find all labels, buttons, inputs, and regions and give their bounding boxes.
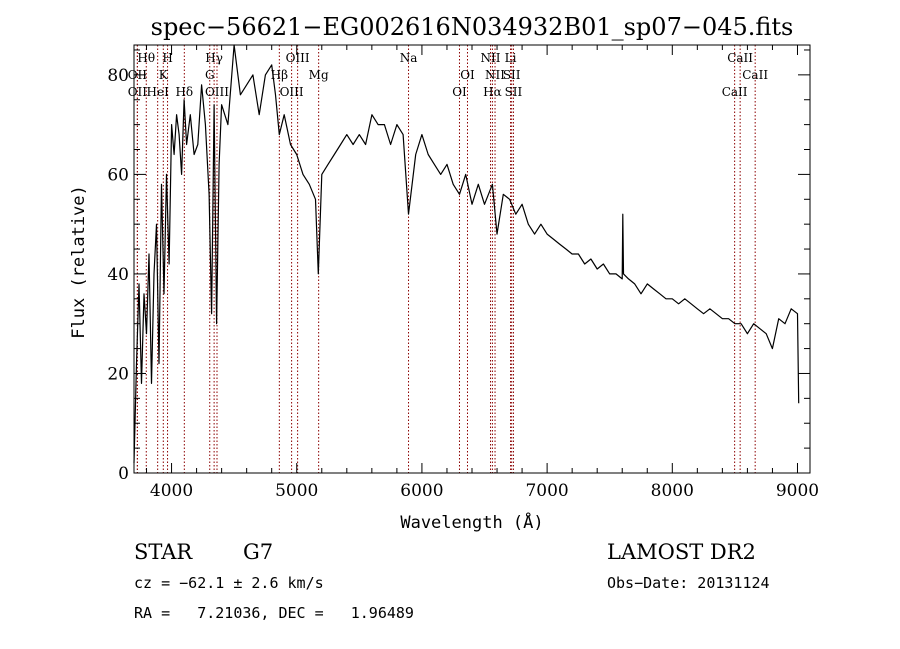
emission-line-label: Mg bbox=[309, 68, 329, 82]
x-axis-label: Wavelength (Å) bbox=[400, 511, 543, 533]
emission-line-label: Hθ bbox=[137, 51, 155, 65]
x-tick-label: 7000 bbox=[525, 481, 568, 501]
y-tick-label: 20 bbox=[107, 364, 129, 384]
emission-line-label: Hβ bbox=[271, 68, 288, 82]
spectrum-series-line bbox=[133, 44, 800, 464]
y-tick-label: 60 bbox=[107, 165, 129, 185]
chart-title: spec−56621−EG002616N034932B01_sp07−045.f… bbox=[151, 13, 794, 41]
y-tick-label: 0 bbox=[118, 464, 129, 484]
emission-line-label: OI bbox=[460, 68, 475, 82]
emission-line-label: OIII bbox=[205, 85, 229, 99]
emission-line-label: Na bbox=[400, 51, 418, 65]
emission-line-label: Hδ bbox=[175, 85, 193, 99]
sky-coordinates: RA = 7.21036, DEC = 1.96489 bbox=[134, 604, 414, 622]
x-tick-label: 9000 bbox=[776, 481, 819, 501]
emission-line-label: NII bbox=[481, 51, 501, 65]
emission-line-label: CaII bbox=[722, 85, 748, 99]
x-tick-label: 6000 bbox=[400, 481, 443, 501]
emission-line-markers bbox=[136, 45, 756, 473]
x-tick-label: 4000 bbox=[150, 481, 193, 501]
emission-line-label: HeI bbox=[147, 85, 170, 99]
observation-date: Obs−Date: 20131124 bbox=[607, 574, 770, 592]
emission-line-label: G bbox=[205, 68, 215, 82]
y-tick-label: 80 bbox=[107, 66, 129, 86]
y-axis-ticks: 0 20 40 60 80 bbox=[107, 49, 810, 484]
emission-line-label: K bbox=[159, 68, 169, 82]
x-tick-label: 5000 bbox=[275, 481, 318, 501]
object-class: STAR bbox=[134, 540, 193, 564]
y-tick-label: 40 bbox=[107, 265, 129, 285]
object-subclass: G7 bbox=[243, 540, 274, 564]
emission-line-label: SII bbox=[503, 68, 521, 82]
emission-line-label: SII bbox=[505, 85, 523, 99]
x-tick-label: 8000 bbox=[651, 481, 694, 501]
emission-line-label: OIII bbox=[280, 85, 304, 99]
emission-line-label: CaII bbox=[727, 51, 753, 65]
emission-line-label: Hα bbox=[483, 85, 502, 99]
emission-line-label: CaII bbox=[742, 68, 768, 82]
emission-line-label: OI bbox=[452, 85, 467, 99]
y-axis-label: Flux (relative) bbox=[69, 185, 89, 339]
emission-line-label: Li bbox=[505, 51, 517, 65]
redshift-readout: cz = −62.1 ± 2.6 km/s bbox=[134, 574, 324, 592]
x-axis-ticks: 4000 5000 6000 7000 8000 9000 bbox=[146, 45, 819, 501]
emission-line-label: NII bbox=[485, 68, 505, 82]
survey-name: LAMOST DR2 bbox=[607, 540, 756, 564]
emission-line-label: H bbox=[162, 51, 172, 65]
emission-line-label: OIII bbox=[286, 51, 310, 65]
emission-line-label: Hγ bbox=[205, 51, 223, 65]
emission-line-label: OII bbox=[128, 85, 148, 99]
